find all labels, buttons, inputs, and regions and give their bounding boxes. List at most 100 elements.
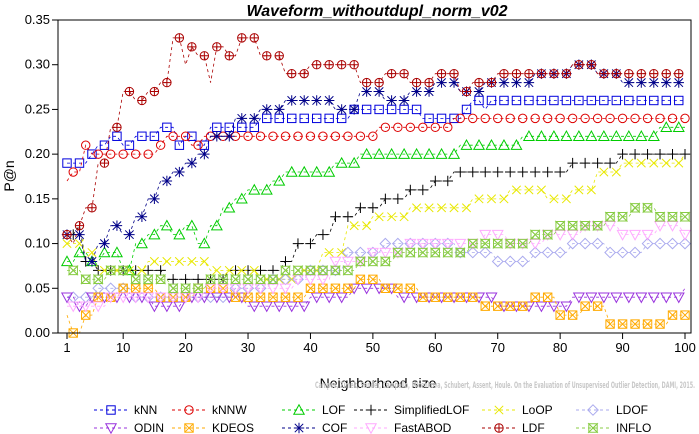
legend-label: LoOP (522, 403, 553, 417)
data-point (441, 238, 454, 250)
data-point (149, 86, 160, 97)
data-point (672, 121, 685, 133)
y-tick-label: 0.10 (25, 236, 50, 251)
data-point (405, 283, 416, 293)
data-point (105, 149, 116, 159)
data-point (678, 229, 692, 241)
data-point (349, 221, 359, 231)
data-point (542, 292, 553, 302)
data-point (367, 256, 379, 267)
data-point (79, 301, 92, 313)
data-point (480, 166, 491, 178)
legend-entry-odin: ODIN (94, 421, 164, 434)
data-point (404, 238, 417, 250)
legend-label: KDEOS (212, 421, 254, 434)
data-point (491, 229, 504, 241)
data-point (355, 202, 366, 213)
data-point (143, 149, 153, 159)
data-point (74, 220, 85, 231)
data-point (67, 301, 80, 313)
data-point (360, 147, 373, 159)
data-point (680, 113, 690, 124)
data-point (510, 138, 523, 150)
data-point (580, 301, 590, 311)
data-point (118, 149, 128, 159)
data-point (597, 130, 610, 141)
data-point (162, 122, 172, 133)
data-point (429, 238, 442, 250)
legend-label: kNN (134, 403, 157, 417)
data-point (167, 274, 179, 285)
data-point (155, 140, 166, 150)
legend-label: LDF (522, 421, 545, 434)
credit-text: Campos, Zimek, Sander, Campello, Micenko… (315, 381, 695, 391)
data-point (641, 237, 654, 250)
data-point (604, 211, 616, 223)
data-point (461, 203, 472, 213)
data-point (187, 256, 197, 267)
x-axis: 1 10 20 30 40 50 60 70 80 90 100 (63, 333, 696, 355)
data-point (299, 113, 309, 124)
data-point (324, 247, 334, 258)
data-point (461, 104, 472, 115)
x-tick-label: 80 (553, 340, 567, 355)
legend-entry-knnw: kNNW (172, 403, 247, 417)
data-point (674, 68, 684, 79)
data-point (155, 273, 167, 285)
data-point (574, 185, 584, 195)
y-tick-label: 0.15 (25, 191, 50, 206)
data-point (135, 292, 148, 304)
data-point (511, 77, 522, 88)
data-point (362, 221, 372, 231)
data-point (98, 292, 111, 304)
data-point (561, 194, 571, 204)
data-point (187, 42, 197, 52)
data-point (660, 292, 673, 304)
data-point (205, 273, 216, 285)
data-point (223, 201, 236, 213)
data-point (393, 283, 403, 293)
data-point (661, 68, 671, 79)
data-point (299, 68, 309, 79)
data-point (516, 255, 529, 268)
data-point (324, 60, 334, 70)
data-point (436, 203, 447, 213)
data-point (536, 95, 547, 106)
data-point (387, 212, 397, 222)
data-point (411, 77, 422, 88)
legend-label: INFLO (616, 421, 651, 434)
data-point (310, 292, 323, 304)
data-point (74, 229, 85, 240)
data-point (586, 95, 597, 106)
data-point (224, 131, 235, 142)
data-point (661, 95, 671, 106)
data-point (349, 60, 359, 70)
data-point (274, 51, 284, 61)
data-point (417, 247, 429, 258)
data-point (517, 301, 528, 311)
data-point (329, 256, 342, 268)
data-point (310, 165, 323, 177)
data-point (605, 113, 615, 124)
data-point (142, 273, 154, 285)
data-point (329, 264, 342, 277)
data-point (443, 122, 453, 133)
data-point (511, 185, 522, 195)
data-point (547, 130, 560, 141)
data-point (161, 175, 173, 187)
data-point (572, 130, 585, 141)
data-point (199, 256, 209, 267)
data-point (412, 203, 422, 213)
data-point (497, 301, 511, 313)
data-point (522, 301, 535, 313)
data-point (185, 219, 198, 231)
data-point (398, 147, 411, 159)
data-point (624, 95, 634, 106)
legend-entry-kdeos: KDEOS (172, 421, 254, 434)
data-point (674, 95, 684, 106)
data-point (560, 301, 573, 313)
data-point (149, 193, 160, 205)
data-point (117, 292, 130, 304)
data-point (60, 255, 74, 267)
data-point (430, 175, 441, 187)
